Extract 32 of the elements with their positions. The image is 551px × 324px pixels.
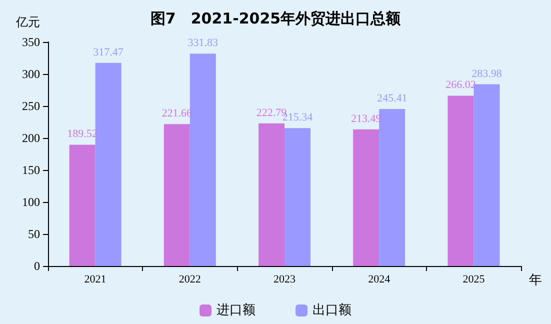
x-tick-label: 2025 (462, 274, 486, 286)
data-label: 331.83 (188, 37, 219, 50)
bar (95, 62, 122, 266)
data-label: 245.41 (376, 92, 408, 104)
x-tick-label: 2023 (274, 274, 296, 286)
legend-label: 出口额 (312, 303, 352, 318)
bar (258, 123, 284, 266)
y-axis-title: 亿元 (15, 15, 40, 29)
x-axis-title: 年 (529, 273, 542, 288)
bar (379, 108, 406, 266)
legend-label: 进口额 (216, 303, 256, 318)
y-tick-label: 0 (34, 259, 40, 273)
chart-title: 图7 2021-2025年外贸进出口总额 (150, 10, 402, 28)
y-tick-label: 250 (22, 99, 40, 113)
bar (474, 84, 500, 266)
data-label: 283.98 (472, 68, 502, 80)
data-label: 266.02 (446, 79, 476, 92)
data-label: 317.47 (93, 46, 124, 58)
y-tick-label: 100 (22, 195, 40, 209)
y-tick-label: 150 (22, 163, 40, 177)
y-tick-label: 50 (28, 227, 40, 241)
y-tick-label: 350 (22, 35, 40, 49)
x-tick-label: 2024 (368, 274, 391, 286)
bar (69, 144, 96, 266)
bar (164, 124, 190, 266)
x-tick-label: 2021 (84, 274, 106, 286)
bar (284, 128, 310, 266)
x-tick-label: 2022 (178, 274, 201, 286)
bar (448, 96, 474, 266)
y-tick-label: 200 (22, 131, 40, 145)
bar (353, 129, 380, 266)
y-tick-label: 300 (22, 67, 40, 81)
